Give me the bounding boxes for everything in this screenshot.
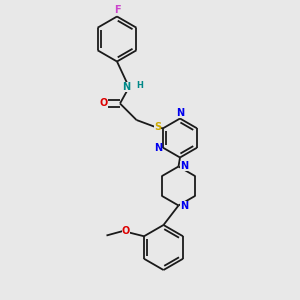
Text: F: F [114, 5, 120, 15]
Text: N: N [180, 201, 188, 211]
Text: S: S [154, 122, 161, 133]
Text: N: N [176, 108, 185, 118]
Text: N: N [154, 143, 162, 153]
Text: N: N [180, 161, 188, 171]
Text: O: O [122, 226, 130, 236]
Text: N: N [122, 82, 130, 92]
Text: O: O [99, 98, 108, 109]
Text: H: H [136, 81, 143, 90]
